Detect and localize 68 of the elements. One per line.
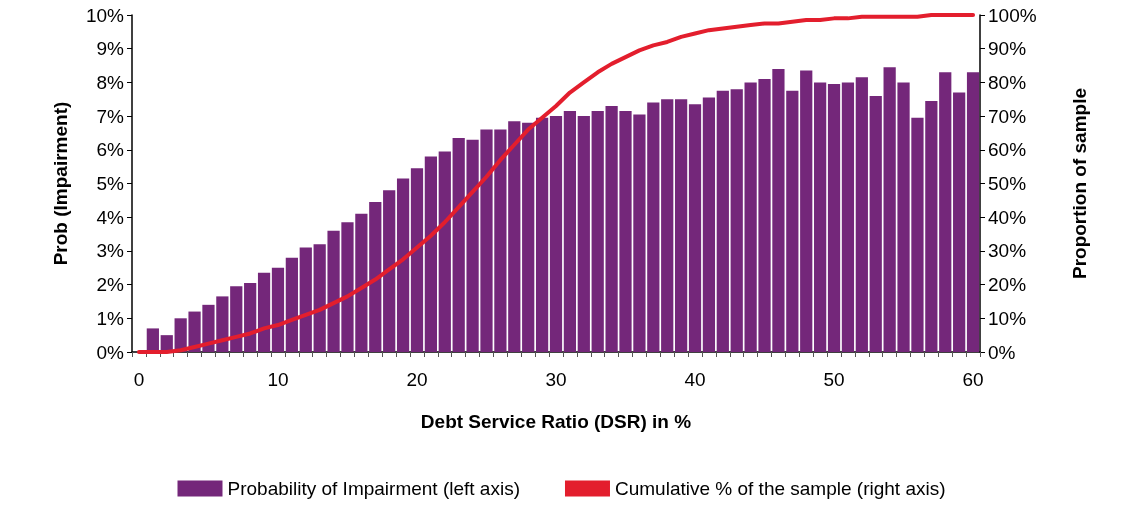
bar (396, 178, 410, 352)
y2-tick-label: 40% (988, 206, 1027, 228)
x-axis-title: Debt Service Ratio (DSR) in % (420, 411, 692, 432)
bar (424, 156, 437, 352)
bar (146, 328, 159, 352)
y-tick-label: 6% (96, 139, 125, 161)
y2-tick-label: 60% (988, 139, 1027, 161)
line-series (136, 13, 976, 354)
x-tick-label: 40 (684, 369, 706, 390)
y2-tick-label: 90% (988, 38, 1027, 60)
y-tick-label: 4% (96, 206, 125, 228)
y-tick-label: 10% (85, 4, 125, 26)
bar (869, 95, 882, 352)
bar (814, 82, 827, 352)
bar (966, 72, 980, 352)
y-tick-label: 3% (96, 240, 125, 262)
y2-tick-label: 30% (988, 240, 1027, 262)
bar (369, 202, 382, 352)
y-tick-label: 7% (96, 105, 125, 127)
bar (702, 97, 716, 352)
bar (577, 116, 590, 352)
bar (800, 70, 813, 352)
legend-label: Probability of Impairment (left axis) (227, 478, 520, 499)
bar (522, 122, 535, 352)
y-tick-label: 8% (96, 71, 125, 93)
y-tick-label: 2% (96, 274, 125, 296)
y2-tick-label: 80% (988, 71, 1027, 93)
bar (827, 84, 841, 352)
y-axis-title: Prob (Impairment) (50, 101, 71, 266)
bar (549, 116, 563, 352)
bar (285, 257, 298, 352)
x-tick-label: 20 (406, 369, 428, 390)
bar (535, 117, 549, 352)
y-tick-label: 0% (96, 341, 125, 363)
y2-tick-label: 70% (988, 105, 1027, 127)
bar (299, 247, 312, 352)
y2-tick-label: 10% (988, 307, 1027, 329)
bar (855, 77, 868, 352)
x-tick-label: 0 (133, 369, 145, 390)
bar (688, 104, 702, 352)
x-tick-label: 60 (962, 369, 984, 390)
bar (841, 82, 855, 352)
y2-tick-label: 0% (988, 341, 1016, 363)
bar (244, 282, 257, 352)
bar (953, 92, 966, 352)
bar (716, 90, 729, 352)
y2-tick-label: 50% (988, 173, 1027, 194)
bar (383, 190, 396, 352)
y-tick-label: 1% (96, 307, 125, 329)
x-tick-label: 30 (545, 369, 567, 390)
x-tick-label: 50 (823, 369, 845, 390)
bar (271, 267, 285, 352)
y-tick-label: 9% (96, 38, 125, 60)
y2-tick-label: 20% (988, 274, 1027, 296)
bar (939, 72, 952, 352)
bar (438, 151, 451, 352)
x-tick-label: 10 (267, 369, 289, 390)
bar (230, 286, 243, 352)
y2-tick-label: 100% (988, 4, 1037, 26)
bar (675, 99, 688, 352)
bar (257, 272, 271, 352)
bar (730, 89, 743, 352)
y-tick-label: 5% (96, 173, 125, 194)
legend-label: Cumulative % of the sample (right axis) (614, 478, 946, 499)
y2-axis-title: Proportion of sample (1069, 87, 1090, 280)
bar (563, 111, 577, 352)
bar (661, 99, 674, 352)
bar (410, 168, 424, 352)
